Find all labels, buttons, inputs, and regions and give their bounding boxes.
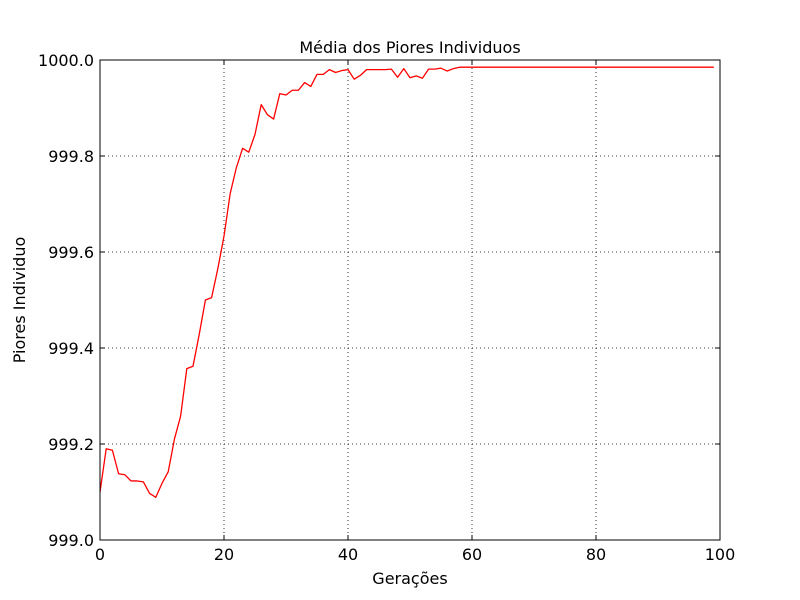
y-tick-label: 999.6 [48, 243, 94, 262]
y-tick-label: 999.0 [48, 531, 94, 550]
ticks: 0 20 40 60 80 100 999.0 999.2 999.4 999.6 999.8 100… [38, 51, 735, 564]
x-tick-label: 100 [705, 545, 736, 564]
grid [100, 60, 720, 540]
series-layer [99, 66, 714, 498]
y-tick-label: 999.8 [48, 147, 94, 166]
y-tick-label: 999.2 [48, 435, 94, 454]
x-tick-label: 20 [214, 545, 234, 564]
plot-frame [99, 59, 721, 541]
x-axis-label: Gerações [372, 569, 447, 588]
chart-title: Média dos Piores Individuos [299, 38, 520, 57]
x-tick-label: 40 [338, 545, 358, 564]
y-axis-label: Piores Individuo [10, 237, 29, 363]
x-tick-label: 80 [586, 545, 606, 564]
y-tick-label: 1000.0 [38, 51, 94, 70]
x-tick-label: 60 [462, 545, 482, 564]
series-line [99, 66, 714, 498]
x-tick-label: 0 [95, 545, 105, 564]
y-tick-label: 999.4 [48, 339, 94, 358]
